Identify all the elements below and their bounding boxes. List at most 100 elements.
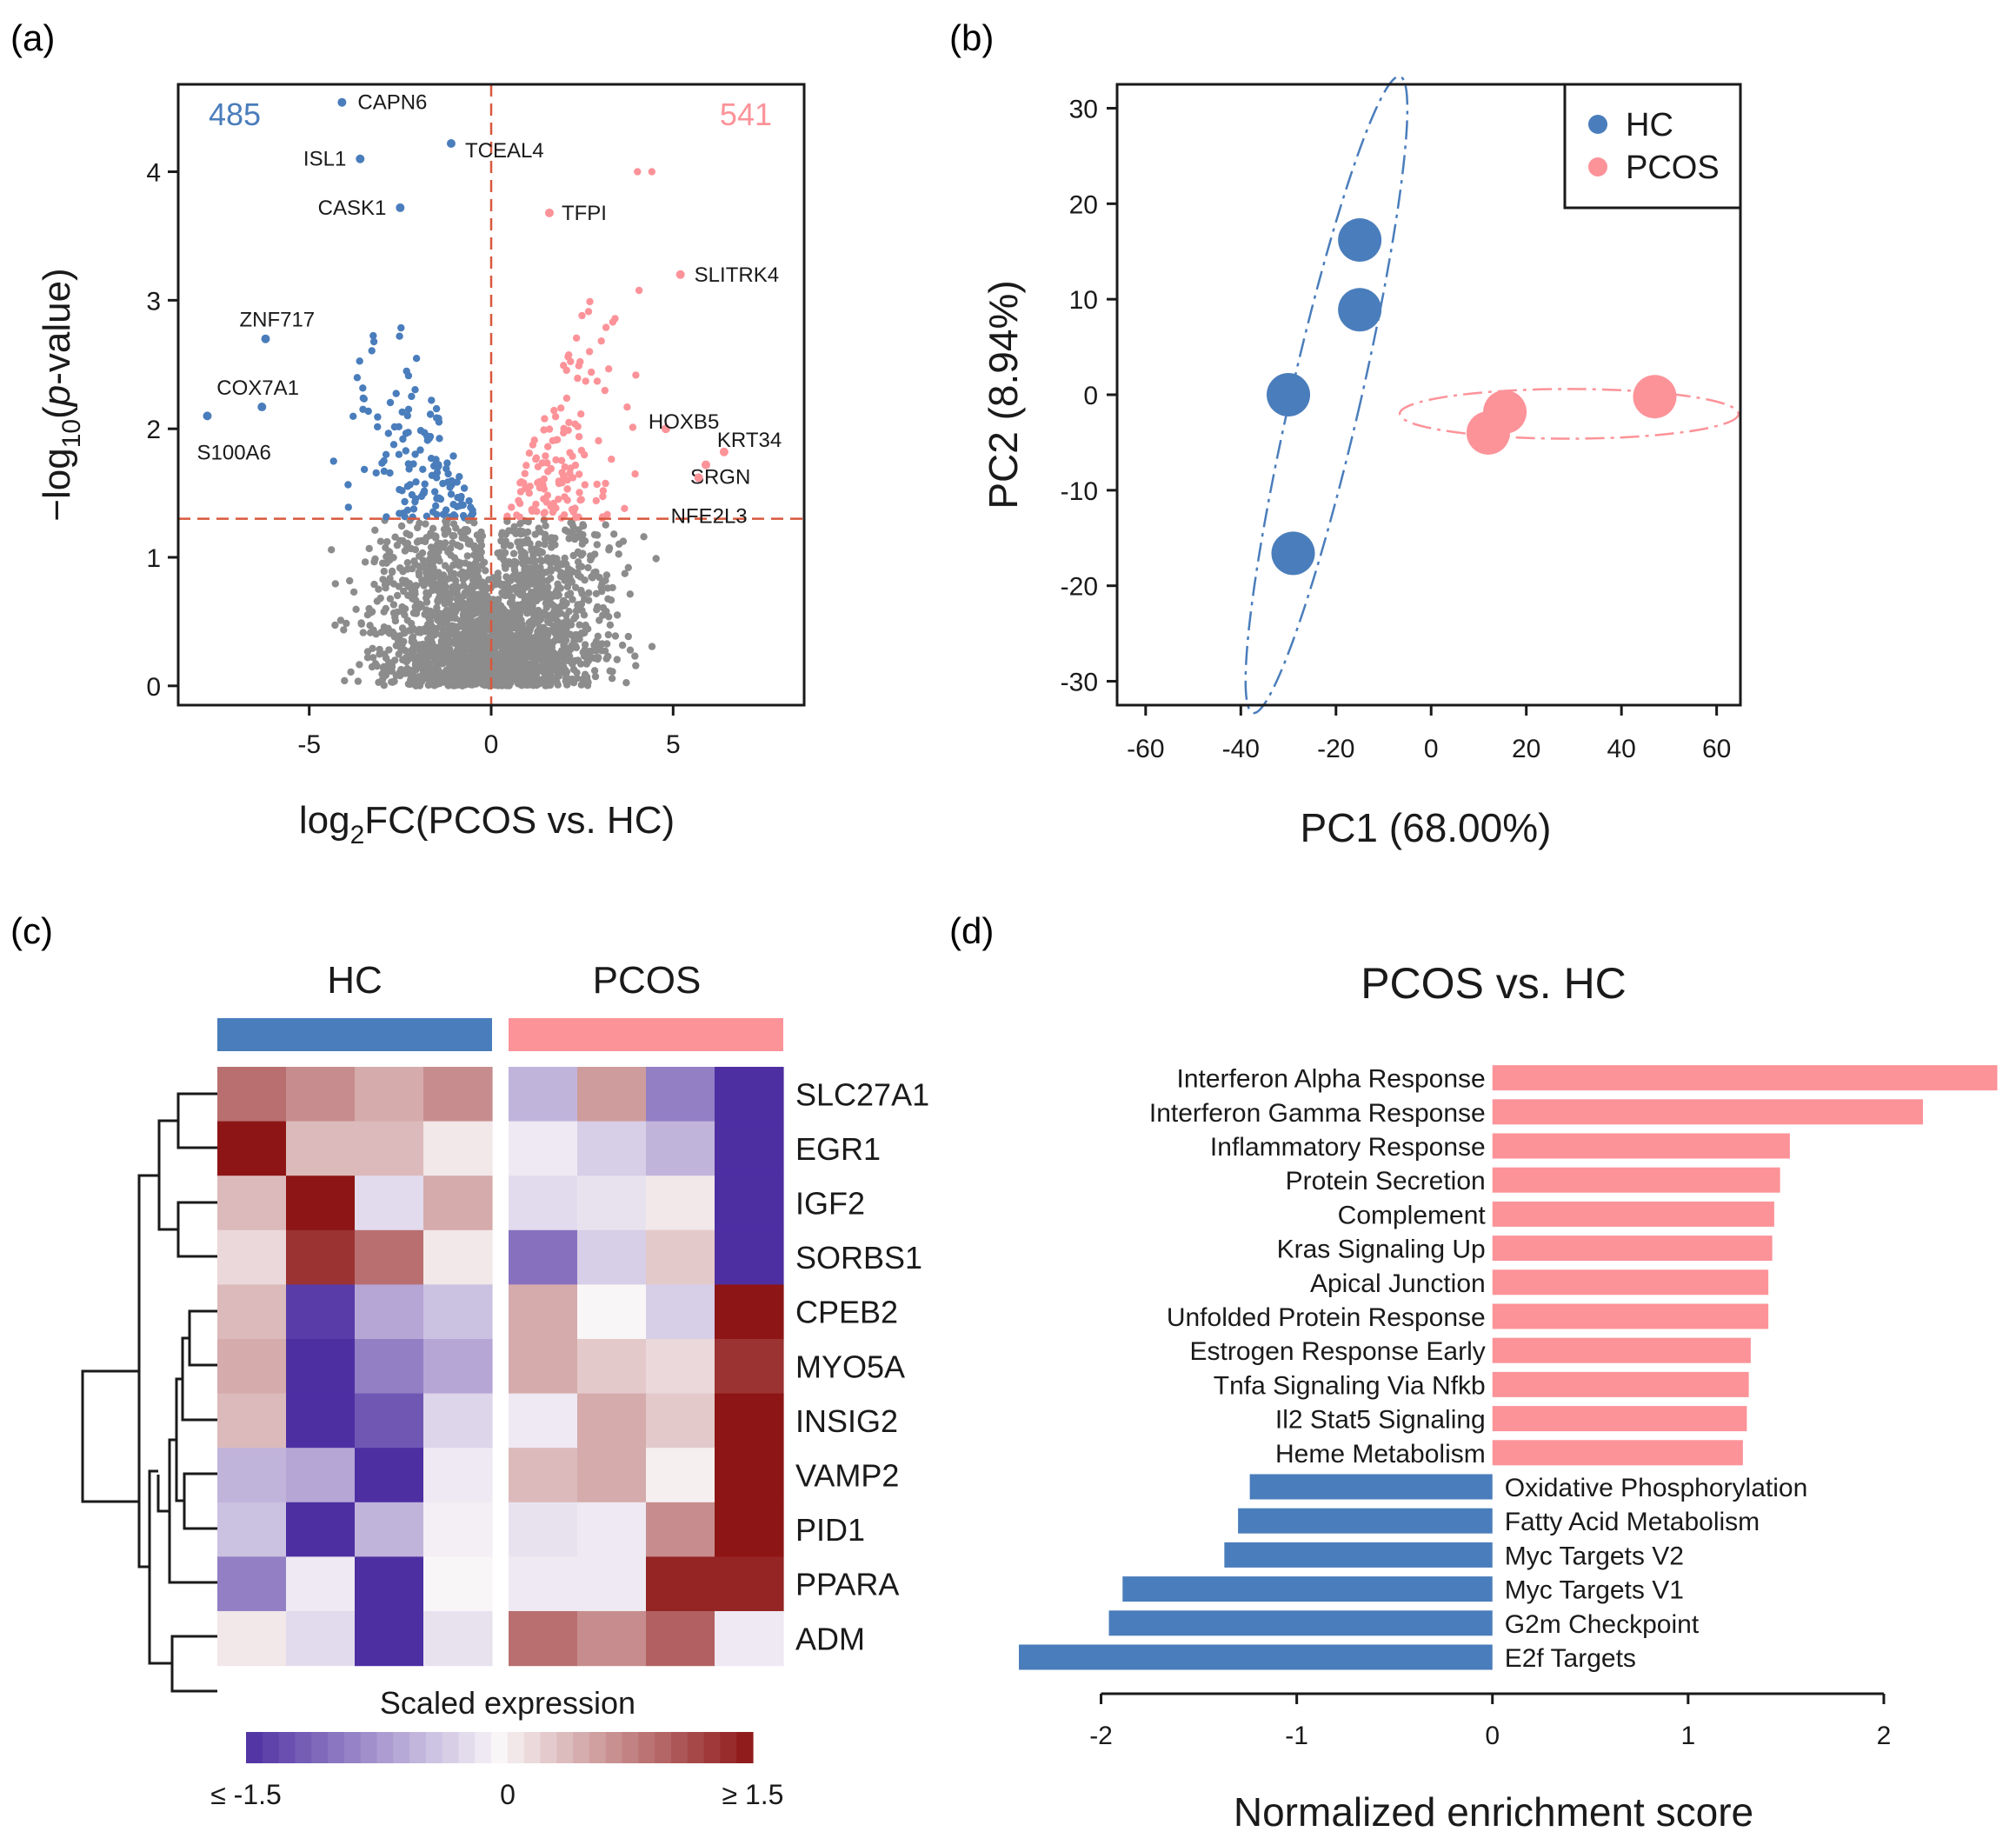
pathway-label: Heme Metabolism [1275,1440,1486,1469]
gene-point [566,589,575,597]
pca-legend: HC PCOS [1563,83,1742,210]
labeled-gene-point [694,473,703,483]
gene-point [386,595,395,603]
gene-point [445,565,453,573]
heatmap-cell [577,1176,647,1231]
gene-point [423,675,431,683]
gene-point [476,545,484,554]
enrichment-bar [1224,1542,1493,1568]
gene-point [528,507,536,516]
gene-point [393,591,402,600]
gene-point [377,629,385,636]
legend-marker-hc [1588,115,1607,134]
gene-point [532,500,540,509]
gene-point [542,452,549,460]
gene-point [447,490,456,498]
gene-point [516,520,524,528]
colorbar-swatch [246,1732,263,1763]
gene-point [541,676,549,684]
gene-point [442,506,450,514]
pca-point-hc [1271,531,1315,576]
gene-point [401,605,409,613]
gene-point [602,323,610,331]
gene-point [648,168,655,176]
heatmap-cell [286,1393,356,1449]
gene-point [386,575,394,583]
heatmap-cell [355,1121,424,1176]
heatmap-cells [217,1067,784,1667]
gene-point [414,629,422,636]
gene-point [536,556,545,564]
heatmap-cell [646,1229,715,1285]
gene-label: ZNF717 [239,309,315,332]
gene-point [395,423,403,430]
gene-point [419,465,427,473]
gene-point [481,610,489,618]
gene-point [439,479,447,488]
gene-point [574,548,582,556]
gene-point [544,629,552,636]
x-tick-label: 0 [1485,1722,1500,1750]
gene-label: CASK1 [318,196,387,220]
heatmap-cell [715,1502,784,1557]
gene-point [519,558,527,567]
gene-point [477,622,485,630]
gene-point [476,659,483,668]
enrichment-chart: PCOS vs. HC Interferon Alpha ResponseInt… [1019,959,1998,1835]
heatmap-cell [715,1339,784,1395]
gene-point [615,540,623,548]
colorbar-swatch [442,1732,460,1763]
threshold-lines [178,84,804,705]
heatmap: HC PCOS SLC27A1 EGR1 IGF2 SORBS1 CPEB2 MYO5A I… [81,959,929,1810]
gene-point [648,643,656,650]
heatmap-cell [355,1339,424,1395]
gene-point [572,334,581,342]
gene-point [403,411,411,420]
gene-point [429,668,437,676]
gene-label: MYO5A [795,1349,905,1384]
gene-point [535,524,542,532]
heatmap-cell [715,1611,784,1667]
gene-point [416,446,424,454]
gene-point [503,660,511,668]
heatmap-cell [646,1393,715,1449]
legend-marker-pcos [1588,157,1607,177]
gene-point [629,423,637,431]
gene-point [447,606,455,614]
gene-point [435,461,442,469]
colorbar-swatch [491,1732,509,1763]
gene-point [613,611,622,619]
x-tick-label: -2 [1089,1722,1113,1750]
gene-point [401,497,409,506]
gene-label: HOXB5 [649,410,719,434]
gene-point [508,503,516,511]
gene-point [395,636,403,645]
gene-point [576,621,583,629]
gene-point [347,668,355,676]
gene-point [470,542,479,550]
gene-point [569,677,577,685]
gene-point [527,651,536,659]
gene-point [534,675,542,683]
gene-label: CAPN6 [357,91,427,115]
y-tick-label: 1 [146,544,161,573]
gene-point [331,580,339,588]
gene-point [623,403,631,411]
heatmap-cell [646,1176,715,1231]
gene-point [344,503,352,511]
gene-point [346,576,354,585]
gene-point [402,430,410,437]
gene-point [562,632,569,640]
heatmap-cell [577,1284,647,1340]
down-count: 485 [209,97,261,132]
gene-point [543,660,551,669]
gene-point [479,629,487,636]
gene-point [559,661,567,669]
gene-point [560,429,568,437]
heatmap-cell [509,1448,578,1503]
gene-point [540,426,548,434]
gene-point [572,583,580,591]
pathway-label: Oxidative Phosphorylation [1505,1474,1808,1502]
gene-point [428,623,436,630]
gene-point [652,555,660,563]
